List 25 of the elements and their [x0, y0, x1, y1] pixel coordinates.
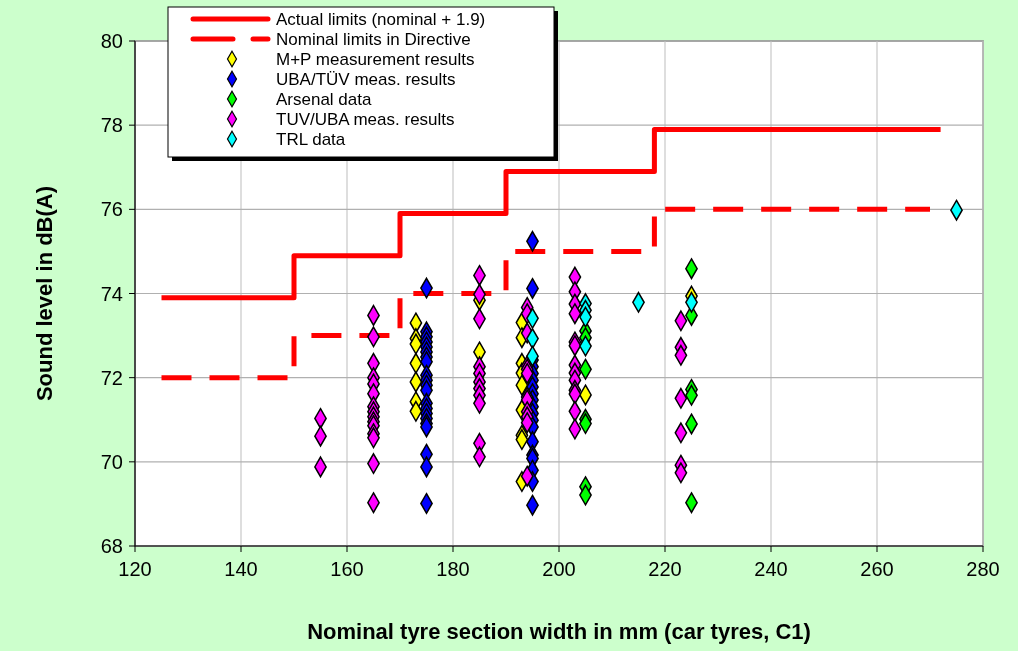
y-tick-label: 76	[100, 198, 123, 221]
x-tick-label: 240	[754, 558, 788, 580]
x-tick-label: 200	[542, 558, 576, 580]
legend-label: TUV/UBA meas. results	[276, 109, 455, 129]
y-tick-label: 74	[100, 282, 123, 305]
y-tick-label: 70	[100, 450, 123, 473]
legend-label: M+P measurement results	[276, 49, 475, 69]
y-tick-label: 80	[100, 30, 123, 52]
x-tick-label: 260	[860, 558, 894, 580]
x-tick-label: 180	[436, 558, 470, 580]
legend-label: Actual limits (nominal + 1.9)	[276, 9, 486, 29]
x-tick-label: 280	[966, 558, 1000, 580]
x-axis-title: Nominal tyre section width in mm (car tyres, C1)	[307, 619, 811, 644]
legend-label: Nominal limits in Directive	[276, 29, 471, 49]
y-tick-label: 68	[100, 535, 123, 557]
x-tick-label: 120	[118, 558, 152, 580]
y-tick-label: 72	[100, 366, 123, 389]
y-tick-label: 78	[100, 114, 123, 137]
legend-label: TRL data	[276, 129, 346, 149]
x-tick-label: 140	[224, 558, 258, 580]
legend-label: Arsenal data	[276, 89, 372, 109]
y-axis-title: Sound level in dB(A)	[32, 185, 57, 402]
x-tick-label: 160	[330, 558, 364, 580]
x-tick-label: 220	[648, 558, 682, 580]
legend-label: UBA/TÜV meas. results	[276, 69, 456, 89]
